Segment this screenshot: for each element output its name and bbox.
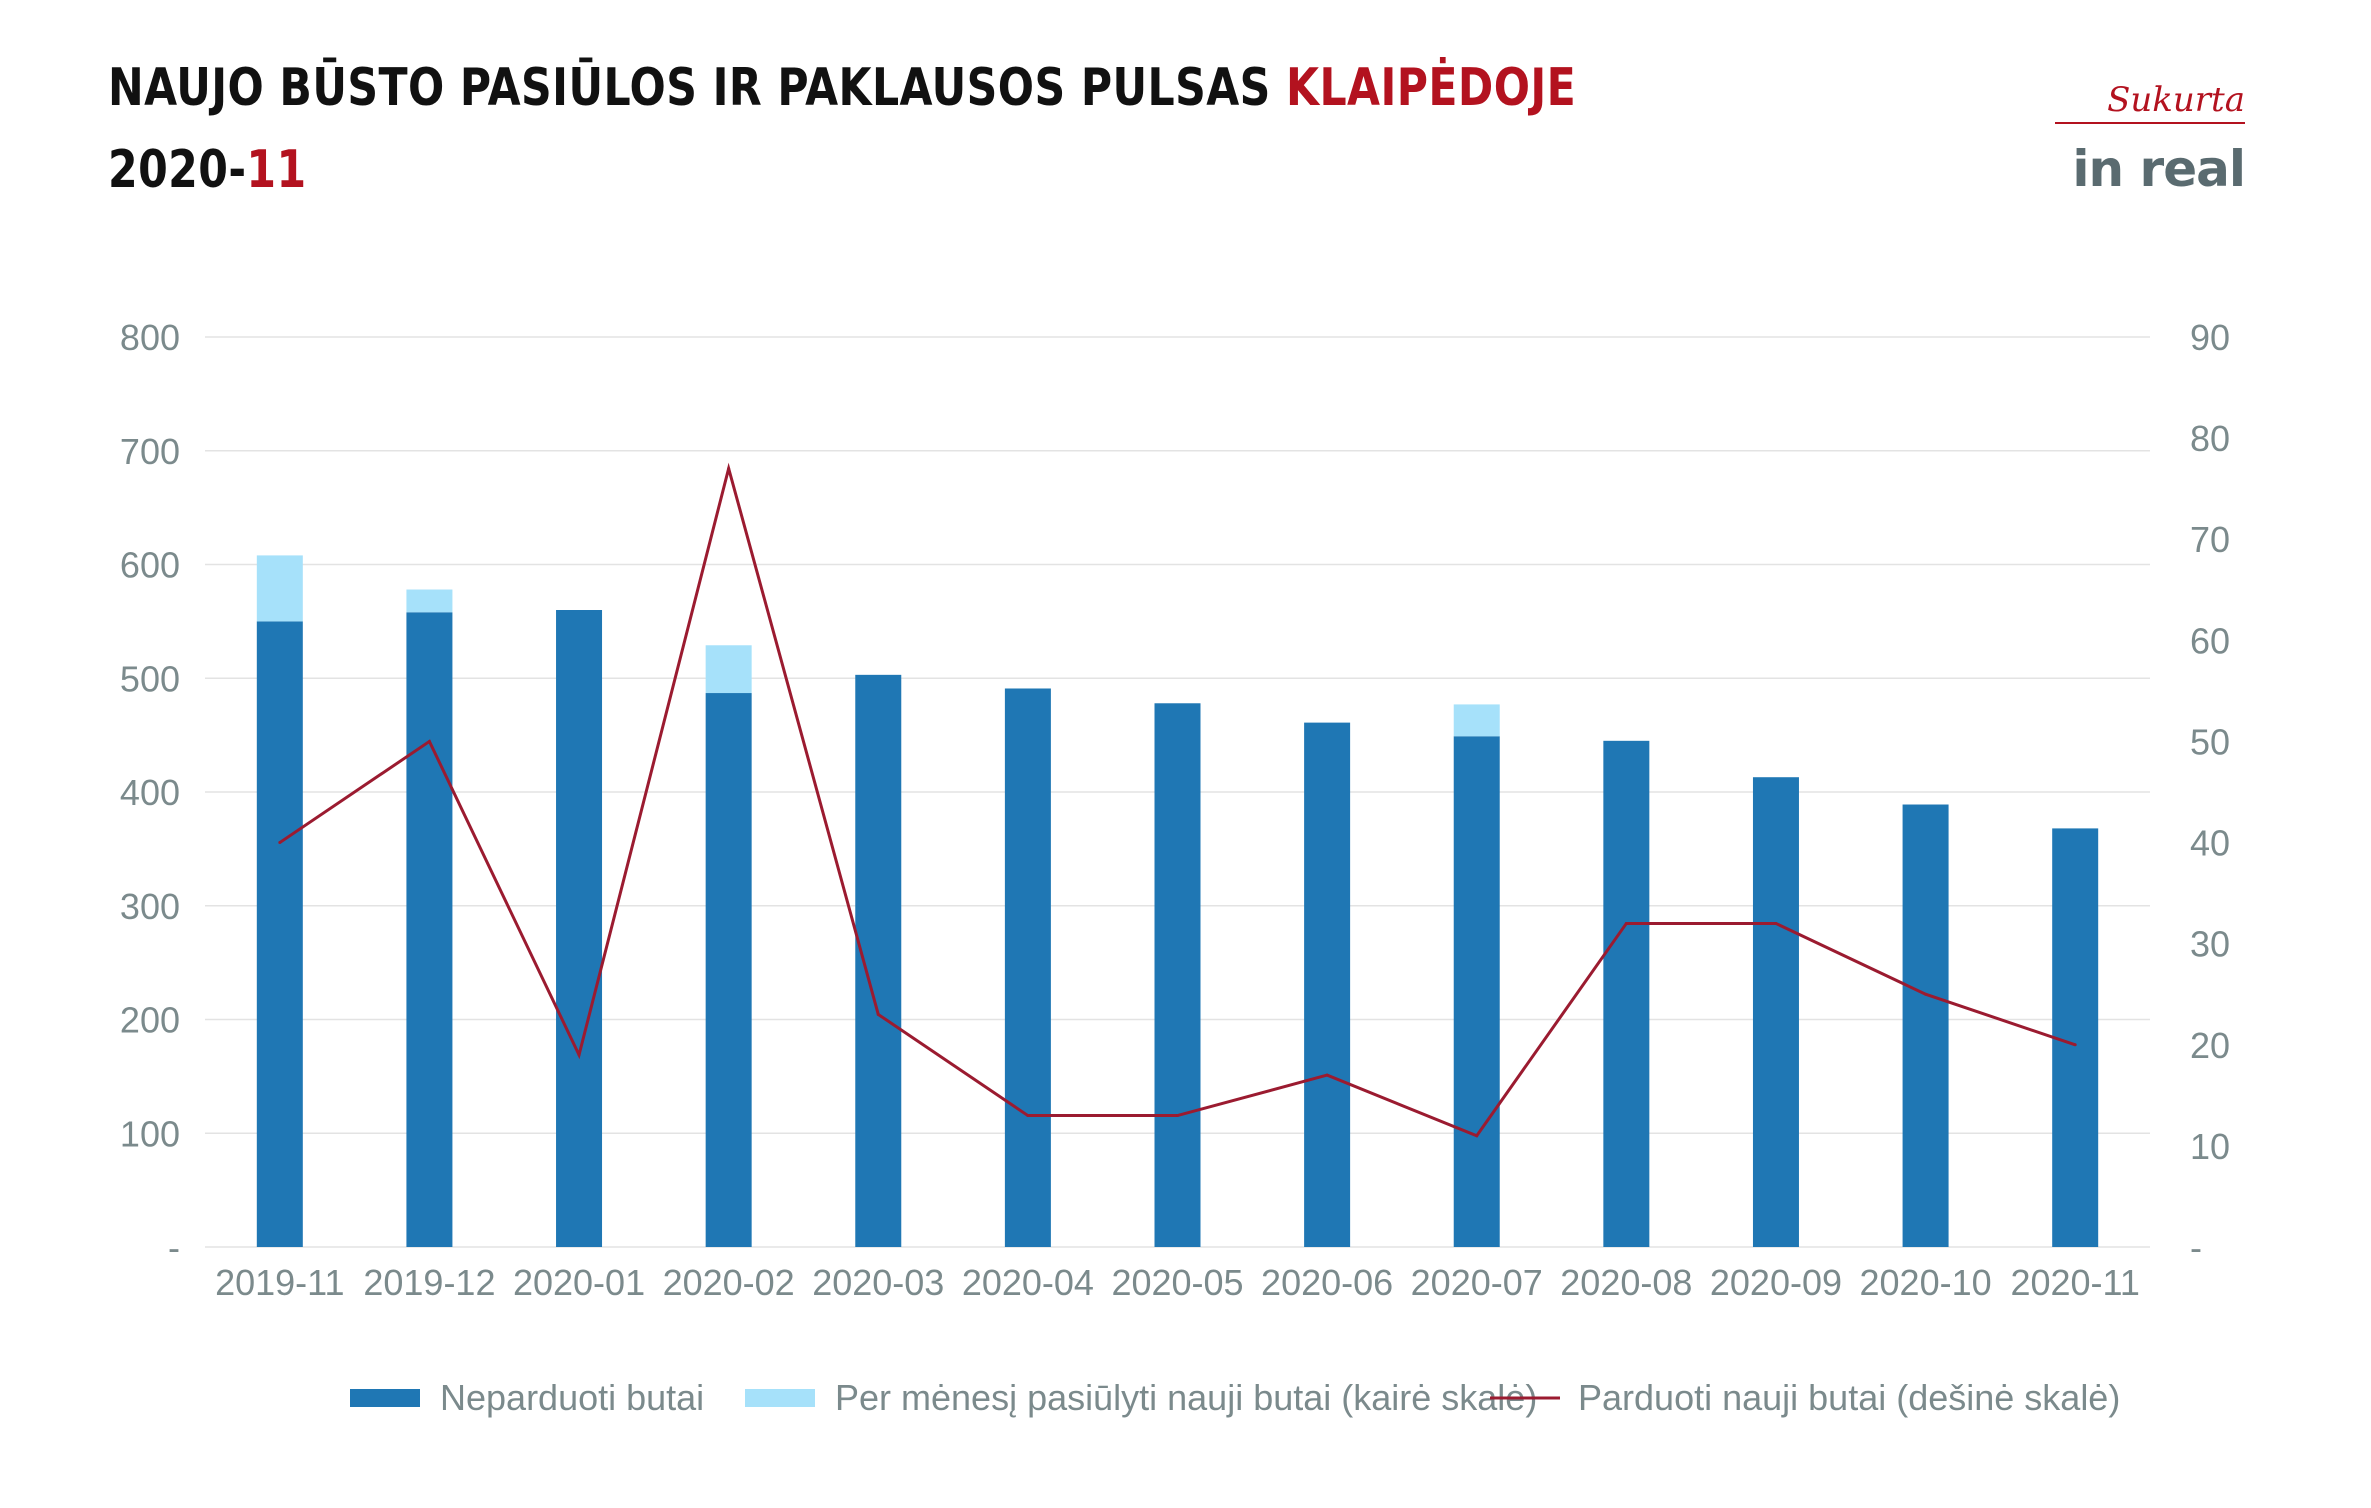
bar-offered [1453,704,1500,737]
left-tick-label: 500 [120,658,180,699]
bar-unsold [1752,777,1799,1247]
chart-title-main: NAUJO BŪSTO PASIŪLOS IR PAKLAUSOS PULSAS [108,58,1287,118]
bar-unsold [406,612,453,1247]
sold-line-point [1924,992,1928,996]
sold-line-point [278,841,282,845]
legend-label-offered: Per mėnesį pasiūlyti nauji butai (kairė … [835,1377,1537,1418]
logo-brand: in real [2072,140,2246,198]
logo-subtitle: Sukurta [2107,80,2245,120]
sold-line-point [1026,1114,1030,1118]
x-tick-label: 2020-11 [2010,1262,2139,1303]
bar-unsold [1453,736,1500,1247]
sold-line-point [1774,921,1778,925]
bar-unsold [1154,703,1201,1247]
x-tick-label: 2020-09 [1710,1262,1842,1303]
x-axis: 2019-11 2019-12 2020-01 2020-02 2020-03 2020-… [215,1262,2140,1303]
logo-underline [2055,122,2245,124]
legend-swatch-offered [745,1389,815,1407]
right-tick-label: 20 [2190,1025,2230,1066]
bar-unsold [2052,828,2099,1247]
chart-period-main: 2020- [108,140,247,200]
bar-offered [406,589,453,613]
chart-period: 2020-11 [108,144,1576,196]
bar-unsold [1004,688,1051,1247]
sold-line-point [1624,921,1628,925]
right-tick-label: 80 [2190,418,2230,459]
left-tick-label: - [168,1227,180,1268]
x-tick-label: 2020-06 [1261,1262,1393,1303]
right-tick-label: - [2190,1227,2202,1268]
x-tick-label: 2020-02 [663,1262,795,1303]
bar-unsold [1304,722,1351,1247]
right-tick-label: 10 [2190,1126,2230,1167]
bar-unsold [705,693,752,1247]
left-tick-label: 800 [120,317,180,358]
left-tick-label: 700 [120,431,180,472]
x-tick-label: 2020-07 [1411,1262,1543,1303]
left-tick-label: 600 [120,545,180,586]
sold-line-point [1325,1073,1329,1077]
bar-offered [256,555,303,622]
x-tick-label: 2020-01 [513,1262,645,1303]
left-tick-label: 200 [120,1000,180,1041]
x-tick-label: 2020-05 [1111,1262,1243,1303]
chart-title-block: NAUJO BŪSTO PASIŪLOS IR PAKLAUSOS PULSAS… [108,62,1899,196]
bar-unsold [256,621,303,1247]
right-tick-label: 60 [2190,620,2230,661]
bar-unsold [1603,740,1650,1247]
sold-line-series [278,462,2077,1138]
bar-unsold [556,610,603,1247]
sold-line-point [876,1012,880,1016]
chart-title: NAUJO BŪSTO PASIŪLOS IR PAKLAUSOS PULSAS… [108,62,1576,114]
left-tick-label: 100 [120,1113,180,1154]
right-axis: - 10 20 30 40 50 60 70 80 90 [2190,317,2230,1268]
sold-line-point [427,739,431,743]
sold-line-point [2073,1043,2077,1047]
legend-label-sold: Parduoti nauji butai (dešinė skalė) [1578,1377,2120,1418]
x-tick-label: 2019-12 [363,1262,495,1303]
x-tick-label: 2020-03 [812,1262,944,1303]
legend-swatch-unsold [350,1389,420,1407]
legend-label-unsold: Neparduoti butai [440,1377,704,1418]
inreal-logo: Sukurta in real [2055,80,2255,200]
sold-line-point [727,466,731,470]
left-tick-label: 300 [120,886,180,927]
x-tick-label: 2020-08 [1560,1262,1692,1303]
x-tick-label: 2020-04 [962,1262,1094,1303]
chart-period-month: 11 [246,140,307,200]
bar-offered [705,645,752,694]
right-tick-label: 30 [2190,924,2230,965]
bar-unsold [1902,804,1949,1247]
bars [256,555,2099,1247]
x-tick-label: 2020-10 [1860,1262,1992,1303]
left-tick-label: 400 [120,772,180,813]
x-tick-label: 2019-11 [215,1262,344,1303]
right-tick-label: 50 [2190,721,2230,762]
sold-line-point [1475,1134,1479,1138]
chart-title-city: KLAIPĖDOJE [1286,58,1577,118]
sold-line-point [577,1053,581,1057]
right-tick-label: 70 [2190,519,2230,560]
legend: Neparduoti butai Per mėnesį pasiūlyti nau… [350,1377,2120,1418]
left-axis: - 100 200 300 400 500 600 700 800 [120,317,180,1268]
sold-line-point [1176,1114,1179,1118]
right-tick-label: 90 [2190,317,2230,358]
right-tick-label: 40 [2190,823,2230,864]
